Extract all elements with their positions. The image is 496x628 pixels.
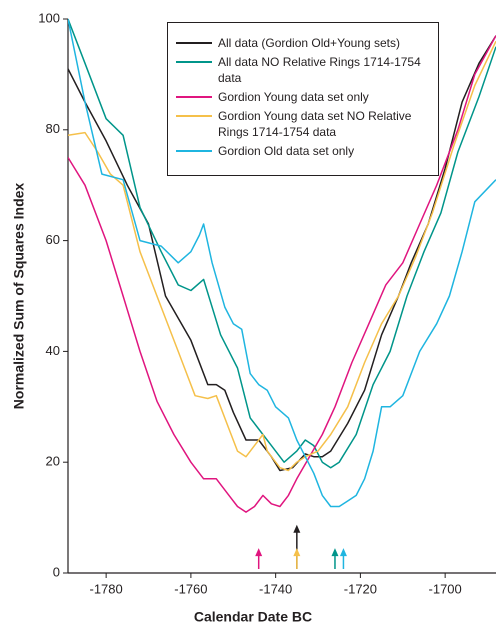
legend: All data (Gordion Old+Young sets) All dat… xyxy=(167,22,439,176)
legend-item: Gordion Young data set only xyxy=(176,89,430,105)
y-tick-label: 100 xyxy=(38,10,60,25)
y-tick-label: 20 xyxy=(46,454,60,469)
legend-swatch xyxy=(176,115,212,117)
plot-area xyxy=(68,18,496,513)
legend-swatch xyxy=(176,150,212,152)
series-line xyxy=(68,18,496,508)
marker-arrow-head xyxy=(293,524,301,533)
x-axis-label: Calendar Date BC xyxy=(194,609,312,625)
legend-label: Gordion Old data set only xyxy=(218,144,355,158)
legend-item: All data NO Relative Rings 1714-1754 dat… xyxy=(176,54,430,86)
y-tick-label: 40 xyxy=(46,343,60,358)
y-tick-label: 80 xyxy=(46,121,60,136)
x-tick-label: -1700 xyxy=(429,581,462,596)
marker-arrow-head xyxy=(339,548,347,557)
legend-label: All data NO Relative Rings 1714-1754 dat… xyxy=(218,55,421,85)
x-tick-label: -1780 xyxy=(90,581,123,596)
legend-swatch xyxy=(176,42,212,44)
legend-item: Gordion Old data set only xyxy=(176,143,430,159)
x-tick-label: -1720 xyxy=(344,581,377,596)
marker-arrow-head xyxy=(255,548,263,557)
y-tick-label: 0 xyxy=(53,564,60,579)
y-axis-label: Normalized Sum of Squares Index xyxy=(11,183,27,410)
marker-arrow-head xyxy=(293,548,301,557)
series-line xyxy=(68,35,496,513)
legend-item: All data (Gordion Old+Young sets) xyxy=(176,35,430,51)
legend-label: Gordion Young data set NO Relative Rings… xyxy=(218,109,412,139)
series-line xyxy=(68,35,496,472)
series-line xyxy=(68,18,496,469)
legend-item: Gordion Young data set NO Relative Rings… xyxy=(176,108,430,140)
legend-swatch xyxy=(176,96,212,98)
series-line xyxy=(68,40,496,472)
x-tick-label: -1760 xyxy=(174,581,207,596)
legend-label: Gordion Young data set only xyxy=(218,90,369,104)
y-tick-label: 60 xyxy=(46,232,60,247)
marker-arrow-head xyxy=(331,548,339,557)
x-tick-label: -1740 xyxy=(259,581,292,596)
legend-label: All data (Gordion Old+Young sets) xyxy=(218,36,400,50)
legend-swatch xyxy=(176,61,212,63)
